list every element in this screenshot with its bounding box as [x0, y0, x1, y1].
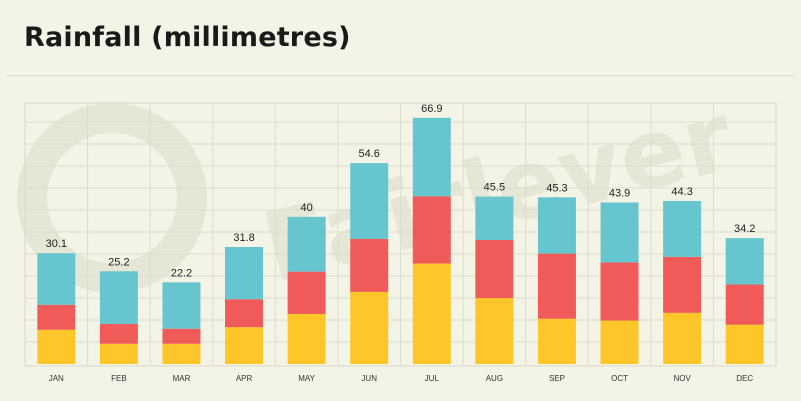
bar-segment-jun-3: [350, 163, 389, 239]
bar-segment-apr-1: [225, 327, 264, 364]
bar-segment-oct-2: [600, 262, 639, 321]
value-label-aug: 45.5: [484, 182, 505, 194]
x-tick-feb: FEB: [111, 374, 127, 383]
bar-segment-mar-3: [162, 282, 201, 329]
bar-segment-may-3: [287, 216, 326, 272]
bar-segment-dec-1: [725, 324, 764, 364]
x-tick-jun: JUN: [361, 374, 377, 383]
bar-segment-jun-2: [350, 238, 389, 292]
bar-segment-nov-3: [663, 200, 702, 257]
x-tick-may: MAY: [298, 374, 315, 383]
bars: [37, 117, 764, 364]
bar-segment-sep-1: [537, 318, 576, 364]
bar-segment-feb-2: [99, 323, 138, 344]
value-label-jul: 66.9: [421, 103, 442, 115]
bar-segment-jun-1: [350, 291, 389, 364]
bar-segment-oct-3: [600, 202, 639, 263]
bar-segment-apr-2: [225, 299, 264, 328]
value-labels: 30.1 25.2 22.2 31.8 40 54.6 66.9 45.5 45.3 43.9 44…: [46, 103, 756, 279]
bar-segment-jul-3: [412, 117, 451, 197]
bar-segment-jul-2: [412, 196, 451, 264]
bar-segment-jan-3: [37, 253, 76, 305]
bar-segment-feb-3: [99, 271, 138, 324]
x-tick-labels: JAN FEB MAR APR MAY JUN JUL AUG SEP OCT NOV DEC: [49, 374, 754, 383]
x-tick-oct: OCT: [611, 374, 628, 383]
bar-segment-sep-3: [537, 197, 576, 254]
bar-segment-aug-2: [475, 239, 514, 299]
bar-segment-may-2: [287, 271, 326, 314]
x-tick-dec: DEC: [736, 374, 753, 383]
value-label-dec: 34.2: [734, 223, 755, 235]
x-tick-jan: JAN: [49, 374, 64, 383]
bar-segment-nov-2: [663, 256, 702, 313]
bar-segment-nov-1: [663, 312, 702, 364]
bar-segment-dec-3: [725, 238, 764, 285]
bar-segment-dec-2: [725, 284, 764, 325]
bar-segment-jan-2: [37, 304, 76, 330]
value-label-feb: 25.2: [108, 256, 129, 268]
x-tick-sep: SEP: [549, 374, 565, 383]
title-divider: [7, 75, 794, 76]
value-label-apr: 31.8: [233, 232, 254, 244]
bar-segment-mar-2: [162, 328, 201, 344]
x-tick-mar: MAR: [173, 374, 191, 383]
chart-title: Rainfall (millimetres): [24, 22, 351, 53]
bar-segment-feb-1: [99, 343, 138, 364]
bar-segment-oct-1: [600, 320, 639, 364]
bar-segment-aug-3: [475, 196, 514, 240]
value-label-may: 40: [301, 202, 313, 214]
x-tick-jul: JUL: [425, 374, 440, 383]
x-tick-apr: APR: [236, 374, 253, 383]
value-label-jan: 30.1: [46, 238, 67, 250]
bar-segment-jul-1: [412, 263, 451, 364]
bar-segment-apr-3: [225, 246, 264, 300]
bar-segment-sep-2: [537, 253, 576, 319]
bar-segment-aug-1: [475, 298, 514, 364]
bar-segment-jan-1: [37, 329, 76, 364]
value-label-jun: 54.6: [358, 148, 379, 160]
x-tick-aug: AUG: [486, 374, 503, 383]
value-label-oct: 43.9: [609, 187, 630, 199]
value-label-mar: 22.2: [171, 267, 192, 279]
x-tick-nov: NOV: [673, 374, 691, 383]
bar-segment-may-1: [287, 313, 326, 364]
chart-grid: [24, 102, 777, 367]
bar-segment-mar-1: [162, 343, 201, 364]
value-label-sep: 45.3: [546, 182, 567, 194]
value-label-nov: 44.3: [671, 186, 692, 198]
